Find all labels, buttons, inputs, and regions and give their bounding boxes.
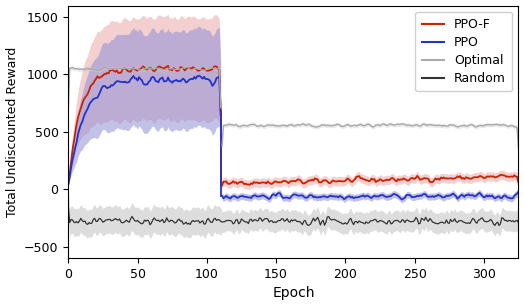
X-axis label: Epoch: Epoch	[272, 286, 314, 300]
Legend: PPO-F, PPO, Optimal, Random: PPO-F, PPO, Optimal, Random	[416, 12, 512, 91]
Y-axis label: Total Undiscounted Reward: Total Undiscounted Reward	[6, 47, 18, 217]
